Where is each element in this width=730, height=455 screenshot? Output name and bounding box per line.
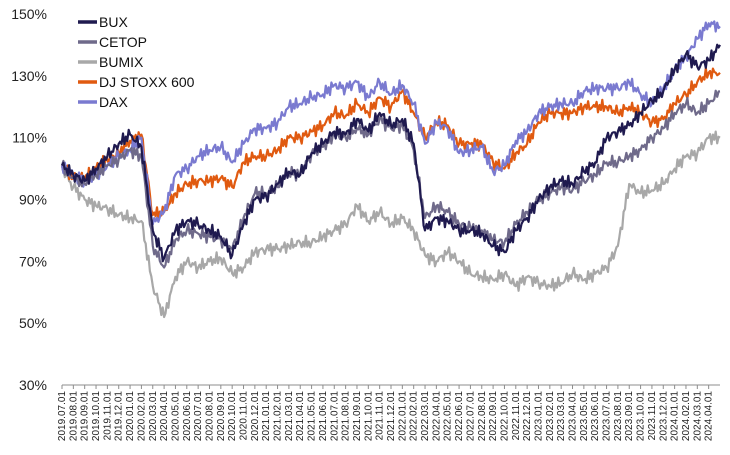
legend-label-bumix: BUMIX	[99, 54, 144, 70]
x-tick-label: 2020.02.01	[136, 391, 147, 441]
x-tick-label: 2020.08.01	[204, 391, 215, 441]
x-tick-label: 2021.12.01	[386, 391, 397, 441]
y-tick-label: 110%	[12, 130, 47, 146]
x-tick-label: 2021.10.01	[363, 391, 374, 441]
x-tick-label: 2019.07.01	[57, 391, 68, 441]
y-tick-label: 70%	[19, 253, 47, 269]
x-tick-label: 2020.05.01	[170, 391, 181, 441]
x-tick-label: 2022.11.01	[511, 391, 522, 441]
x-tick-label: 2022.08.01	[477, 391, 488, 441]
x-tick-label: 2022.06.01	[454, 391, 465, 441]
x-tick-label: 2023.03.01	[556, 391, 567, 441]
x-tick-label: 2021.09.01	[352, 391, 363, 441]
x-tick-label: 2022.01.01	[397, 391, 408, 441]
x-tick-label: 2023.04.01	[568, 391, 579, 441]
series-line-dax	[60, 20, 721, 226]
series-lines	[60, 20, 721, 319]
x-tick-label: 2020.06.01	[182, 391, 193, 441]
x-tick-label: 2023.11.01	[647, 391, 658, 441]
x-tick-label: 2020.03.01	[148, 391, 159, 441]
x-tick-label: 2023.05.01	[579, 391, 590, 441]
x-tick-label: 2019.09.01	[80, 391, 91, 441]
x-tick-label: 2023.01.01	[533, 391, 544, 441]
x-tick-label: 2022.03.01	[420, 391, 431, 441]
series-line-cetop	[60, 89, 721, 269]
x-tick-label: 2022.12.01	[522, 391, 533, 441]
x-tick-label: 2019.11.01	[102, 391, 113, 441]
y-tick-label: 130%	[11, 68, 47, 84]
x-tick-label: 2019.08.01	[68, 391, 79, 441]
x-tick-label: 2020.10.01	[227, 391, 238, 441]
x-tick-label: 2022.09.01	[488, 391, 499, 441]
legend-label-dax: DAX	[99, 94, 128, 110]
series-line-bux	[61, 43, 721, 263]
x-tick-label: 2020.11.01	[239, 391, 250, 441]
x-tick-label: 2019.12.01	[114, 391, 125, 441]
x-tick-label: 2020.09.01	[216, 391, 227, 441]
legend-label-cetop: CETOP	[99, 34, 147, 50]
x-tick-label: 2024.01.01	[670, 391, 681, 441]
x-tick-label: 2021.05.01	[307, 391, 318, 441]
legend-label-dj-stoxx-600: DJ STOXX 600	[99, 74, 195, 90]
x-tick-label: 2020.04.01	[159, 391, 170, 441]
x-tick-label: 2022.02.01	[409, 391, 420, 441]
x-tick-label: 2021.04.01	[295, 391, 306, 441]
x-axis-ticks: 2019.07.01 2019.08.01 2019.09.01 2019.10.01…	[57, 385, 715, 441]
y-tick-label: 150%	[11, 6, 47, 22]
y-axis-ticks: 30% 50% 70% 90% 110% 130% 150%	[11, 6, 47, 393]
x-tick-label: 2022.04.01	[431, 391, 442, 441]
x-tick-label: 2021.07.01	[329, 391, 340, 441]
x-tick-label: 2022.07.01	[465, 391, 476, 441]
x-tick-label: 2019.10.01	[91, 391, 102, 441]
x-tick-label: 2023.07.01	[602, 391, 613, 441]
series-line-dj-stoxx-600	[60, 67, 721, 221]
legend: BUX CETOP BUMIX DJ STOXX 600 DAX	[78, 14, 195, 110]
x-tick-label: 2023.06.01	[590, 391, 601, 441]
series-line-bumix	[61, 130, 721, 319]
x-tick-label: 2021.01.01	[261, 391, 272, 441]
legend-label-bux: BUX	[99, 14, 128, 30]
x-tick-label: 2021.02.01	[273, 391, 284, 441]
y-tick-label: 50%	[19, 315, 47, 331]
x-tick-label: 2023.02.01	[545, 391, 556, 441]
x-tick-label: 2023.12.01	[658, 391, 669, 441]
x-tick-label: 2021.06.01	[318, 391, 329, 441]
x-tick-label: 2021.11.01	[375, 391, 386, 441]
x-tick-label: 2020.07.01	[193, 391, 204, 441]
x-tick-label: 2024.03.01	[692, 391, 703, 441]
x-tick-label: 2024.04.01	[704, 391, 715, 441]
x-tick-label: 2022.05.01	[443, 391, 454, 441]
x-tick-label: 2024.02.01	[681, 391, 692, 441]
x-tick-label: 2022.10.01	[499, 391, 510, 441]
y-tick-label: 90%	[19, 192, 47, 208]
x-tick-label: 2023.09.01	[624, 391, 635, 441]
y-tick-label: 30%	[19, 377, 47, 393]
x-tick-label: 2021.08.01	[341, 391, 352, 441]
x-tick-label: 2020.12.01	[250, 391, 261, 441]
x-tick-label: 2023.08.01	[613, 391, 624, 441]
x-tick-label: 2020.01.01	[125, 391, 136, 441]
x-tick-label: 2021.03.01	[284, 391, 295, 441]
x-tick-label: 2023.10.01	[636, 391, 647, 441]
